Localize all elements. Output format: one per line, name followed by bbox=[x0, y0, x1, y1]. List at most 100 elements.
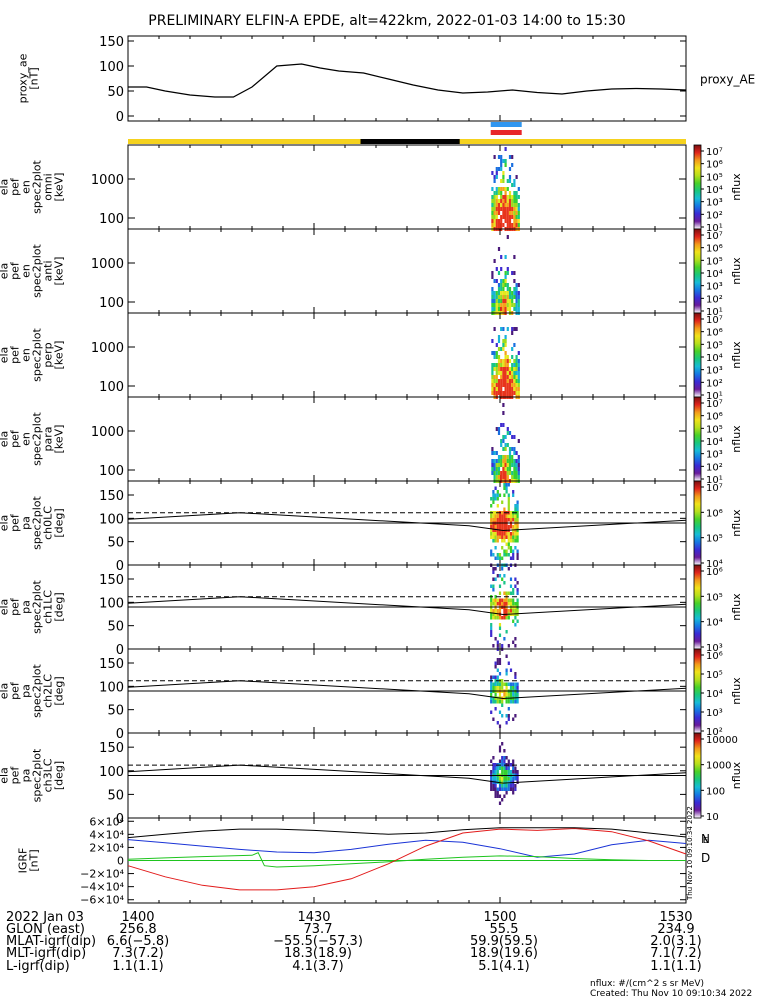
heatmap-cell bbox=[517, 195, 520, 199]
igrf-label-d: D bbox=[701, 851, 710, 865]
heatmap-cell bbox=[503, 770, 506, 774]
heatmap-cell bbox=[492, 612, 495, 616]
heatmap-cell bbox=[502, 299, 505, 303]
heatmap-cell bbox=[496, 700, 499, 704]
heatmap-cell bbox=[500, 295, 503, 299]
heatmap-cell bbox=[515, 463, 518, 467]
heatmap-cell bbox=[503, 574, 506, 578]
pitch-ch0LC-colorbar-tick-label: 10⁷ bbox=[706, 483, 723, 494]
heatmap-cell bbox=[507, 770, 510, 774]
axis-label-line: ch1LC bbox=[42, 590, 55, 624]
heatmap-cell bbox=[500, 471, 503, 475]
heatmap-cell bbox=[512, 609, 515, 613]
heatmap-cell bbox=[517, 211, 520, 215]
axis-label-line: pef bbox=[9, 261, 22, 280]
heatmap-cell bbox=[504, 339, 507, 343]
pitch-ch3LC-ytick-label: 50 bbox=[107, 788, 124, 803]
heatmap-cell bbox=[517, 379, 520, 383]
heatmap-cell bbox=[512, 784, 515, 788]
heatmap-cell bbox=[491, 307, 494, 311]
heatmap-cell bbox=[491, 299, 494, 303]
heatmap-cell bbox=[497, 347, 501, 351]
heatmap-cell bbox=[503, 539, 506, 543]
heatmap-cell bbox=[493, 211, 496, 215]
heatmap-cell bbox=[491, 463, 494, 467]
heatmap-cell bbox=[511, 379, 514, 383]
heatmap-cell bbox=[514, 504, 517, 508]
heatmap-cell bbox=[511, 331, 514, 335]
heatmap-cell bbox=[490, 609, 493, 613]
heatmap-cell bbox=[503, 532, 506, 536]
heatmap-cell bbox=[511, 223, 514, 227]
heatmap-cell bbox=[515, 379, 518, 383]
heatmap-cell bbox=[505, 672, 508, 676]
pitch-ch3LC-loss-cone-line bbox=[127, 764, 687, 784]
heatmap-cell bbox=[507, 759, 510, 763]
heatmap-cell bbox=[504, 447, 507, 451]
axis-label-line: [deg] bbox=[53, 592, 66, 621]
heatmap-cell bbox=[497, 295, 501, 299]
heatmap-cell bbox=[507, 602, 510, 606]
heatmap-cell bbox=[503, 518, 506, 522]
heatmap-cell bbox=[507, 504, 510, 508]
pitch-ch1LC-ytick-label: 150 bbox=[99, 573, 124, 588]
heatmap-cell bbox=[490, 598, 493, 602]
heatmap-cell bbox=[495, 371, 498, 375]
axis-label-line: en bbox=[20, 264, 33, 278]
heatmap-cell bbox=[509, 591, 513, 595]
heatmap-cell bbox=[509, 511, 513, 515]
axis-label-line: spec2plot bbox=[31, 412, 44, 466]
heatmap-cell bbox=[513, 207, 516, 211]
axis-label-line: [deg] bbox=[53, 761, 66, 790]
heatmap-cell bbox=[498, 759, 502, 763]
heatmap-cell bbox=[491, 363, 494, 367]
heatmap-cell bbox=[498, 682, 502, 686]
heatmap-cell bbox=[507, 514, 510, 518]
heatmap-cell bbox=[512, 770, 515, 774]
heatmap-cell bbox=[513, 471, 516, 475]
heatmap-cell bbox=[517, 223, 520, 227]
igrf-label-e: E bbox=[703, 836, 708, 845]
heatmap-cell bbox=[509, 518, 513, 522]
pitch-ch3LC-heatmap bbox=[490, 742, 519, 805]
heatmap-cell bbox=[501, 770, 504, 774]
heatmap-cell bbox=[502, 223, 505, 227]
heatmap-cell bbox=[512, 539, 515, 543]
heatmap-cell bbox=[506, 371, 509, 375]
heatmap-cell bbox=[501, 686, 504, 690]
axis-label-line: para bbox=[42, 427, 55, 452]
heatmap-cell bbox=[508, 451, 512, 455]
heatmap-cell bbox=[503, 553, 506, 557]
heatmap-cell bbox=[513, 375, 516, 379]
igrf-ytick-label: 2×10⁴ bbox=[89, 841, 124, 854]
heatmap-cell bbox=[504, 391, 507, 395]
spectrum-omni-colorbar-tick-label: 10⁵ bbox=[706, 172, 723, 183]
heatmap-cell bbox=[494, 525, 497, 529]
heatmap-cell bbox=[493, 327, 496, 331]
axis-label-line: anti bbox=[42, 260, 55, 281]
proxy-ae-line bbox=[128, 63, 687, 98]
heatmap-cell bbox=[500, 179, 503, 183]
heatmap-cell bbox=[493, 179, 496, 183]
heatmap-cell bbox=[503, 794, 506, 798]
heatmap-cell bbox=[492, 616, 495, 620]
heatmap-cell bbox=[503, 483, 506, 487]
pitch-ch0LC-ytick-label: 0 bbox=[116, 559, 124, 574]
heatmap-cell bbox=[492, 553, 495, 557]
heatmap-cell bbox=[517, 375, 520, 379]
pitch-ch2LC-colorbar-tick-label: 10² bbox=[706, 727, 723, 738]
heatmap-cell bbox=[514, 518, 517, 522]
heatmap-cell bbox=[507, 784, 510, 788]
heatmap-cell bbox=[497, 459, 501, 463]
heatmap-cell bbox=[506, 187, 509, 191]
heatmap-cell bbox=[515, 299, 518, 303]
heatmap-cell bbox=[498, 777, 502, 781]
heatmap-cell bbox=[494, 682, 497, 686]
heatmap-cell bbox=[495, 471, 498, 475]
heatmap-cell bbox=[494, 696, 497, 700]
heatmap-cell bbox=[495, 355, 498, 359]
heatmap-cell bbox=[494, 693, 497, 697]
heatmap-cell bbox=[492, 717, 495, 721]
heatmap-cell bbox=[512, 766, 515, 770]
spectrum-para-heatmap bbox=[491, 403, 520, 483]
